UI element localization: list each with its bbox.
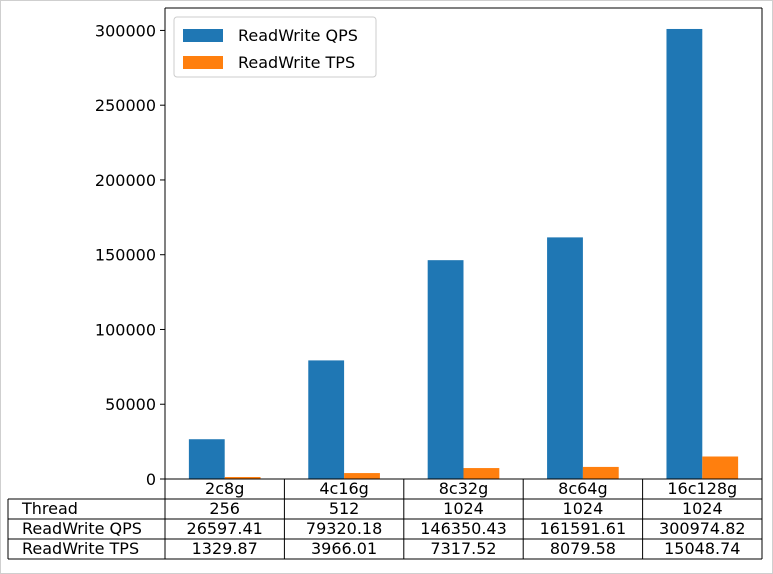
bar-tps-8c64g bbox=[582, 466, 619, 479]
table-row-label: Thread bbox=[21, 499, 78, 518]
table-row-label: ReadWrite QPS bbox=[22, 519, 142, 538]
y-tick-label: 0 bbox=[146, 470, 156, 489]
table-cell: 8079.58 bbox=[550, 539, 616, 558]
table-cell: 1024 bbox=[443, 499, 484, 518]
table-cell: 1329.87 bbox=[192, 539, 258, 558]
table-cell: 1024 bbox=[563, 499, 604, 518]
bar-qps-8c64g bbox=[547, 237, 583, 479]
legend-swatch-tps bbox=[183, 56, 223, 69]
table-cell: 1024 bbox=[682, 499, 723, 518]
table-cell: 3966.01 bbox=[311, 539, 377, 558]
y-tick-label: 200000 bbox=[95, 171, 156, 190]
bar-tps-16c128g bbox=[702, 456, 739, 479]
bar-qps-16c128g bbox=[666, 28, 703, 480]
table-cell: 146350.43 bbox=[420, 519, 507, 538]
table-header-8c32g: 8c32g bbox=[439, 479, 489, 498]
table-cell: 7317.52 bbox=[430, 539, 496, 558]
bar-qps-4c16g bbox=[308, 360, 345, 479]
data-table: 2c8g 4c16g 8c32g 8c64g 16c128g Thread 256 512 10… bbox=[7, 478, 763, 560]
table-cell: 300974.82 bbox=[659, 519, 746, 538]
bar-tps-4c16g bbox=[344, 473, 380, 479]
bar-tps-8c32g bbox=[463, 468, 500, 479]
y-tick-label: 250000 bbox=[95, 96, 156, 115]
table-header-8c64g: 8c64g bbox=[558, 479, 608, 498]
table-header-2c8g: 2c8g bbox=[205, 479, 244, 498]
legend-box bbox=[173, 16, 377, 78]
table-cell: 26597.41 bbox=[187, 519, 263, 538]
y-tick-label: 150000 bbox=[95, 246, 156, 265]
bar-tps-2c8g bbox=[224, 477, 261, 479]
table-header-4c16g: 4c16g bbox=[319, 479, 369, 498]
table-cell: 79320.18 bbox=[306, 519, 382, 538]
legend-label-tps: ReadWrite TPS bbox=[238, 53, 355, 72]
table-cell: 15048.74 bbox=[664, 539, 740, 558]
legend: ReadWrite QPS ReadWrite TPS bbox=[173, 16, 377, 78]
bar-qps-8c32g bbox=[427, 260, 464, 479]
table-header-16c128g: 16c128g bbox=[667, 479, 737, 498]
y-tick-label: 100000 bbox=[95, 320, 156, 339]
axis-layer: 0 50000 100000 150000 200000 250000 300000 bbox=[95, 7, 763, 489]
legend-label-qps: ReadWrite QPS bbox=[238, 26, 358, 45]
table-cell: 512 bbox=[329, 499, 360, 518]
y-tick-label: 50000 bbox=[105, 395, 156, 414]
table-row-label: ReadWrite TPS bbox=[22, 539, 139, 558]
bars-layer bbox=[188, 28, 739, 480]
y-tick-label: 300000 bbox=[95, 21, 156, 40]
bar-qps-2c8g bbox=[188, 439, 225, 479]
table-cell: 256 bbox=[209, 499, 240, 518]
table-cell: 161591.61 bbox=[540, 519, 627, 538]
legend-swatch-qps bbox=[183, 29, 223, 42]
